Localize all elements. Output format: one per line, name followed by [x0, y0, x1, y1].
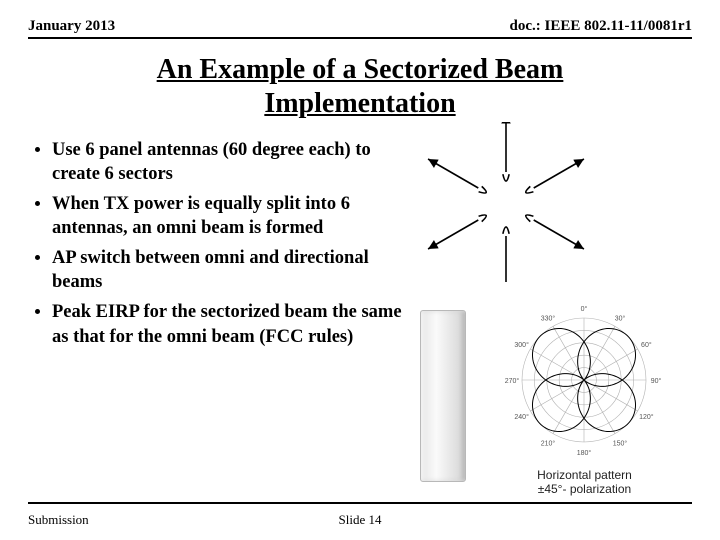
polar-chart: 0° 30° 60° 90° 120° 150° 180° 210° 240° 270° 300° 3…	[494, 302, 674, 462]
svg-text:150°: 150°	[613, 440, 628, 448]
content-row: Use 6 panel antennas (60 degree each) to…	[28, 138, 692, 354]
footer-divider	[28, 502, 692, 504]
antenna-image	[420, 310, 466, 482]
sector-diagram	[406, 122, 606, 282]
svg-text:120°: 120°	[640, 413, 655, 421]
header: January 2013 doc.: IEEE 802.11-11/0081r1	[28, 18, 692, 39]
slide-title: An Example of a Sectorized Beam Implemen…	[28, 53, 692, 120]
bullet-list: Use 6 panel antennas (60 degree each) to…	[28, 138, 406, 354]
footer-left: Submission	[28, 512, 89, 528]
header-date: January 2013	[28, 18, 115, 35]
svg-text:180°: 180°	[577, 449, 592, 457]
svg-text:240°: 240°	[515, 413, 530, 421]
footer-center: Slide 14	[339, 512, 382, 528]
slide: January 2013 doc.: IEEE 802.11-11/0081r1…	[0, 0, 720, 540]
polar-caption-line2: ±45°- polarization	[538, 482, 631, 496]
svg-text:90°: 90°	[651, 377, 662, 385]
polar-caption-line1: Horizontal pattern	[537, 468, 632, 482]
svg-text:300°: 300°	[515, 341, 530, 349]
bullet-item: Use 6 panel antennas (60 degree each) to…	[52, 138, 406, 186]
polar-chart-wrap: 0° 30° 60° 90° 120° 150° 180° 210° 240° 270° 300° 3…	[484, 302, 684, 497]
header-doc: doc.: IEEE 802.11-11/0081r1	[509, 18, 692, 35]
svg-text:60°: 60°	[642, 341, 653, 349]
polar-caption: Horizontal pattern ±45°- polarization	[484, 469, 684, 497]
svg-text:210°: 210°	[541, 440, 556, 448]
svg-text:0°: 0°	[581, 305, 588, 313]
bullet-item: AP switch between omni and directional b…	[52, 246, 406, 294]
svg-text:30°: 30°	[615, 315, 626, 323]
svg-text:270°: 270°	[505, 377, 520, 385]
svg-text:330°: 330°	[541, 315, 556, 323]
footer: Submission Slide 14	[28, 512, 692, 528]
bullet-item: Peak EIRP for the sectorized beam the sa…	[52, 300, 406, 348]
figures-area: 0°30°60°90°120°150°180°210°240°270°300°3…	[406, 138, 692, 354]
bullet-item: When TX power is equally split into 6 an…	[52, 192, 406, 240]
title-line2: Implementation	[264, 88, 455, 119]
title-line1: An Example of a Sectorized Beam	[157, 54, 564, 85]
